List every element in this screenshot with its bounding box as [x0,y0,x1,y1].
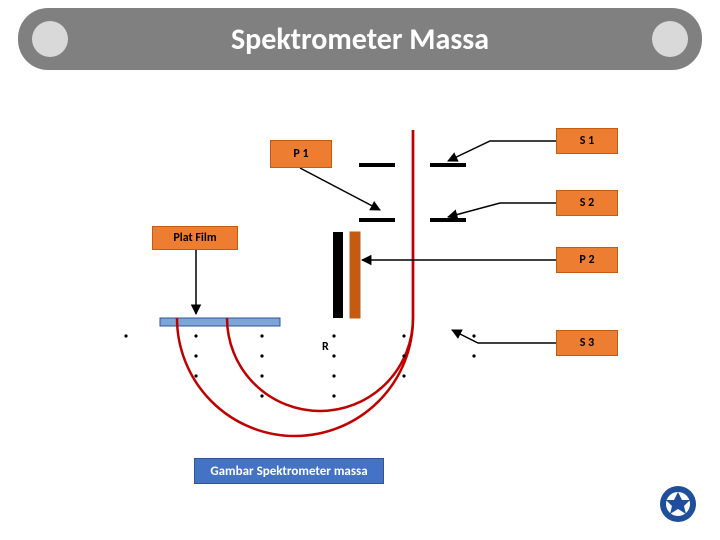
diagram-caption: Gambar Spektrometer massa [194,458,384,484]
institution-logo [658,484,698,524]
label-s1: S 1 [556,128,618,154]
label-p1: P 1 [270,140,332,168]
label-s3: S 3 [556,330,618,356]
label-p2: P 2 [556,247,618,273]
label-r: R [322,340,329,354]
label-s2: S 2 [556,190,618,216]
label-plat-film: Plat Film [152,226,238,250]
